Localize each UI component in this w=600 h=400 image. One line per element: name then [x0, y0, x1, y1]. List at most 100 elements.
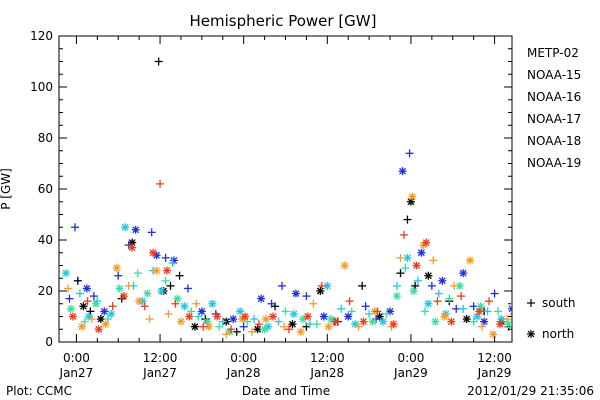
north-point [489, 330, 498, 339]
footer-timestamp: 2012/01/29 21:35:06 [467, 384, 594, 398]
south-point [510, 313, 512, 315]
legend-item-metp-02: METP-02 [527, 46, 579, 60]
south-point [199, 322, 208, 331]
north-point [288, 320, 297, 329]
north-point [573, 277, 581, 285]
south-point [312, 320, 321, 329]
north-point [331, 317, 340, 326]
footer-plot-source: Plot: CCMC [6, 384, 72, 398]
south-point [71, 223, 80, 232]
north-point [190, 322, 199, 331]
south-point [248, 327, 257, 336]
south-point [450, 281, 459, 290]
data-points [61, 57, 593, 339]
south-point [124, 281, 133, 290]
south-point [522, 313, 530, 321]
x-tick-label-date: Jan28 [309, 366, 344, 380]
south-point [361, 302, 370, 311]
south-point [274, 317, 283, 326]
x-tick-label-time: 0:00 [230, 351, 257, 365]
south-point [515, 302, 523, 310]
north-point [324, 322, 333, 331]
y-tick-label: 40 [38, 233, 53, 247]
north-point [204, 322, 213, 331]
south-point [445, 294, 454, 303]
south-point [567, 318, 575, 326]
marker-legend: south north [527, 296, 576, 341]
south-point [469, 317, 478, 326]
south-point [459, 304, 468, 313]
south-point [411, 281, 420, 290]
x-tick-label-time: 0:00 [397, 351, 424, 365]
north-point [213, 312, 222, 321]
south-point [73, 276, 82, 285]
south-point [434, 289, 443, 298]
south-point [309, 299, 318, 308]
north-point [319, 312, 328, 321]
north-point [173, 294, 182, 303]
x-tick-label-date: Jan29 [393, 366, 428, 380]
north-point [128, 243, 137, 252]
y-tick-label: 0 [45, 335, 53, 349]
north-point [403, 253, 412, 262]
north-point [135, 297, 144, 306]
south-point [284, 325, 293, 334]
north-point [511, 303, 512, 305]
south-point [457, 292, 466, 301]
south-point [89, 292, 98, 301]
south-point [518, 277, 526, 285]
south-point [490, 289, 499, 298]
north-point [408, 192, 417, 201]
satellite-legend: METP-02 NOAA-15 NOAA-16 NOAA-17 NOAA-18 NOAA-… [527, 46, 581, 170]
south-point [164, 309, 173, 318]
south-point [403, 215, 412, 224]
north-point [475, 307, 484, 316]
north-point [480, 317, 489, 326]
south-point [478, 322, 487, 331]
marker-legend-south-symbol [527, 299, 535, 307]
south-point [64, 284, 73, 293]
south-point [399, 230, 408, 239]
north-point [152, 266, 161, 275]
south-point [194, 312, 203, 321]
north-point [585, 300, 593, 308]
x-tick-label-date: Jan29 [477, 366, 512, 380]
y-tick-label: 120 [30, 29, 53, 43]
south-point [337, 304, 346, 313]
south-point [250, 315, 259, 324]
north-point [229, 315, 238, 324]
south-point [227, 325, 236, 334]
x-tick-label-time: 12:00 [143, 351, 178, 365]
north-point [447, 317, 456, 326]
north-point [466, 256, 475, 265]
south-point [222, 330, 231, 339]
north-point [241, 312, 250, 321]
series-noaa-16 [61, 223, 575, 331]
south-point [156, 179, 165, 188]
south-point [557, 310, 565, 318]
south-point [140, 302, 149, 311]
south-point [373, 307, 382, 316]
x-tick-label-date: Jan27 [59, 366, 94, 380]
x-axis-label: Date and Time [242, 384, 330, 398]
x-tick-label-date: Jan28 [226, 366, 261, 380]
north-point [398, 167, 407, 176]
north-point [412, 261, 421, 270]
north-point [422, 238, 431, 247]
north-point [157, 287, 166, 295]
north-point [79, 302, 88, 311]
south-point [302, 292, 311, 301]
south-point [280, 322, 289, 331]
south-point [494, 307, 503, 316]
south-point [382, 309, 391, 318]
south-point [255, 320, 264, 329]
south-point [278, 281, 287, 290]
north-point [68, 312, 77, 321]
south-point [154, 57, 163, 66]
north-point [529, 310, 537, 318]
south-point [161, 253, 170, 262]
y-tick-label: 80 [38, 131, 53, 145]
south-point [345, 297, 354, 306]
north-point [260, 325, 269, 334]
